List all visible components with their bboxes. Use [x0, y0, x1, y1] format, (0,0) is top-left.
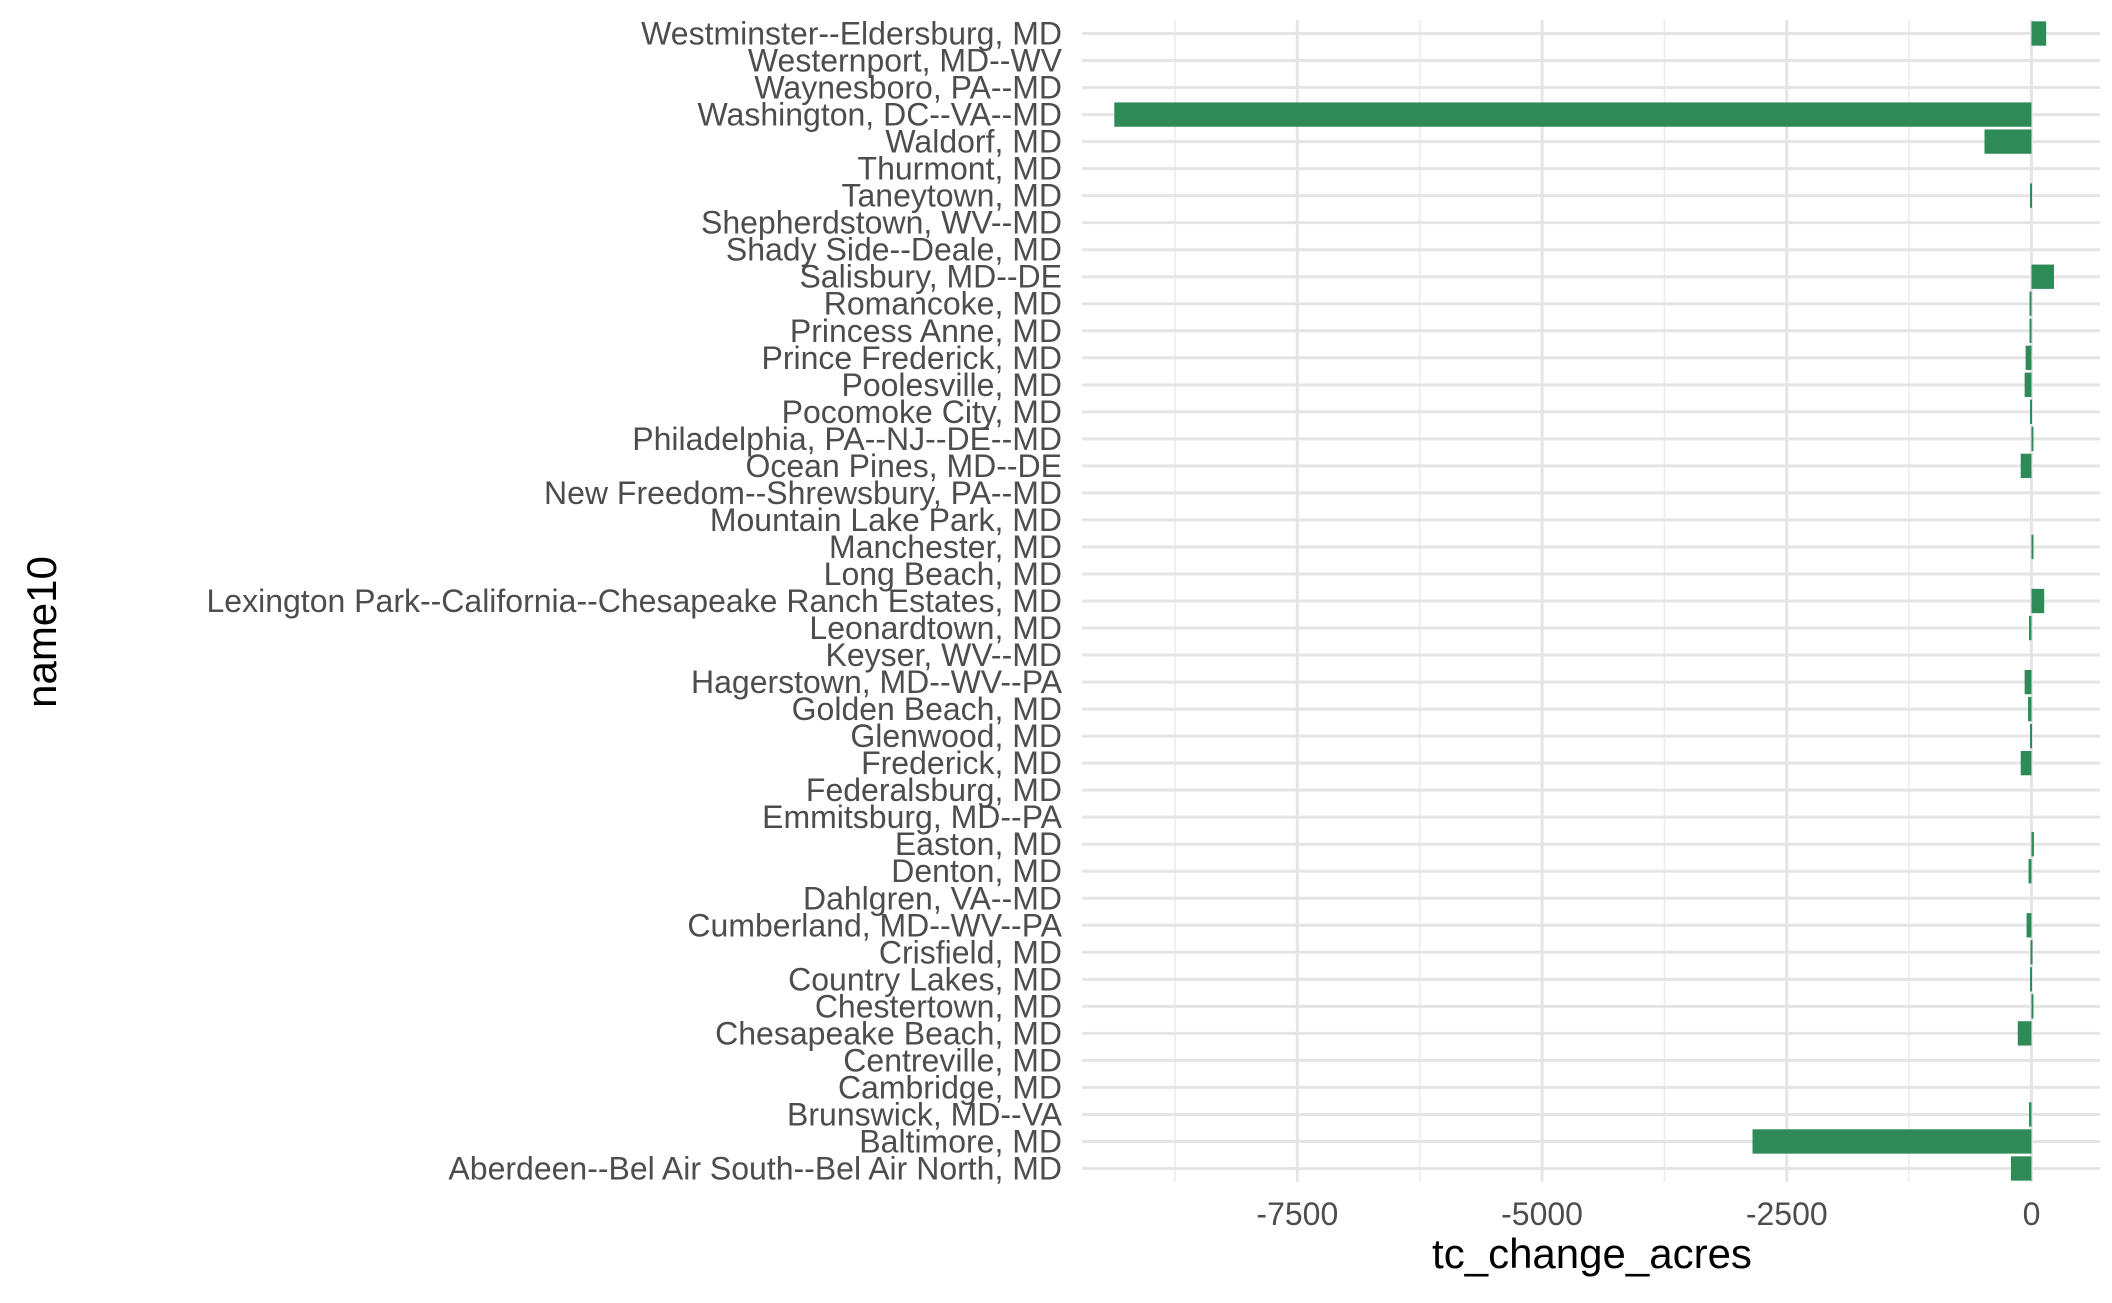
y-tick-label: Westminster--Eldersburg, MD [641, 16, 1062, 52]
y-tick-label: Cambridge, MD [838, 1069, 1062, 1105]
y-tick-label: Lexington Park--California--Chesapeake R… [207, 583, 1063, 619]
y-tick-label: Chestertown, MD [815, 988, 1062, 1024]
x-tick-label: 0 [2023, 1196, 2041, 1232]
y-tick-label: Frederick, MD [861, 745, 1062, 781]
y-tick-label: Keyser, WV--MD [826, 637, 1062, 673]
y-tick-label: Ocean Pines, MD--DE [745, 448, 1062, 484]
y-tick-label: Salisbury, MD--DE [799, 259, 1062, 295]
y-tick-label: Taneytown, MD [841, 178, 1062, 214]
bar-chestertown-md [2031, 994, 2034, 1019]
y-tick-label: Manchester, MD [829, 529, 1062, 565]
y-axis-title: name10 [18, 556, 65, 708]
bar-aberdeen-bel-air-south-bel-air-north-md [2010, 1156, 2032, 1181]
y-tick-label: Shepherdstown, WV--MD [701, 205, 1062, 241]
y-tick-label: Brunswick, MD--VA [787, 1096, 1063, 1132]
bar-chesapeake-beach-md [2017, 1021, 2032, 1046]
y-tick-label: Crisfield, MD [879, 934, 1062, 970]
bar-easton-md [2031, 832, 2034, 857]
y-tick-label: Dahlgren, VA--MD [803, 880, 1062, 916]
bar-salisbury-md-de [2031, 264, 2054, 289]
bar-leonardtown-md [2029, 615, 2032, 641]
x-tick-label: -5000 [1501, 1196, 1583, 1232]
y-tick-label: Emmitsburg, MD--PA [762, 799, 1063, 835]
y-tick-label: Thurmont, MD [858, 151, 1062, 187]
y-tick-label: Poolesville, MD [841, 367, 1062, 403]
y-tick-label: Long Beach, MD [824, 556, 1062, 592]
y-tick-label: Prince Frederick, MD [762, 340, 1063, 376]
bar-westminster-eldersburg-md [2031, 21, 2047, 46]
bar-prince-frederick-md [2025, 345, 2032, 370]
y-tick-label: Philadelphia, PA--NJ--DE--MD [632, 421, 1062, 457]
y-tick-label: Shady Side--Deale, MD [726, 232, 1062, 268]
bar-pocomoke-city-md [2030, 399, 2033, 424]
bar-frederick-md [2020, 750, 2032, 776]
y-tick-label: Princess Anne, MD [790, 313, 1062, 349]
bar-brunswick-md-va [2029, 1102, 2032, 1127]
grid-layer [1082, 20, 2100, 1182]
y-tick-label: Leonardtown, MD [809, 610, 1062, 646]
y-tick-label: Golden Beach, MD [792, 691, 1062, 727]
bar-washington-dc-va-md [1114, 102, 2032, 127]
y-tick-label: Waldorf, MD [885, 124, 1062, 160]
bar-glenwood-md [2030, 723, 2033, 749]
y-tick-label: Westernport, MD--WV [748, 43, 1063, 79]
y-tick-label: Chesapeake Beach, MD [715, 1015, 1062, 1051]
bar-country-lakes-md [2030, 967, 2033, 992]
y-tick-label: Easton, MD [895, 826, 1062, 862]
bar-layer [1114, 21, 2054, 1181]
bar-cumberland-md-wv-pa [2026, 913, 2032, 938]
bar-golden-beach-md [2028, 696, 2032, 722]
y-tick-label: Hagerstown, MD--WV--PA [691, 664, 1063, 700]
y-tick-label: Mountain Lake Park, MD [710, 502, 1062, 538]
y-tick-label: Centreville, MD [843, 1042, 1062, 1078]
bar-crisfield-md [2030, 940, 2033, 965]
bar-princess-anne-md [2029, 318, 2032, 343]
y-tick-label: Federalsburg, MD [806, 772, 1062, 808]
x-tick-labels: -7500 -5000 -2500 0 [1256, 1196, 2040, 1232]
y-tick-label: Baltimore, MD [859, 1123, 1062, 1159]
y-tick-label: Aberdeen--Bel Air South--Bel Air North, … [448, 1150, 1062, 1186]
x-axis-title: tc_change_acres [1432, 1230, 1752, 1277]
bar-taneytown-md [2030, 183, 2033, 208]
y-tick-label: New Freedom--Shrewsbury, PA--MD [544, 475, 1062, 511]
bar-waldorf-md [1984, 129, 2032, 154]
x-tick-label: -2500 [1746, 1196, 1828, 1232]
bar-poolesville-md [2024, 372, 2032, 397]
y-tick-label: Romancoke, MD [824, 286, 1062, 322]
bar-romancoke-md [2029, 291, 2032, 316]
bar-denton-md [2028, 859, 2032, 884]
bar-philadelphia-pa-nj-de-md [2031, 426, 2034, 452]
bar-baltimore-md [1752, 1129, 2032, 1154]
y-tick-label: Glenwood, MD [850, 718, 1062, 754]
bar-manchester-md [2031, 534, 2034, 560]
y-tick-label: Pocomoke City, MD [782, 394, 1062, 430]
y-tick-label: Denton, MD [891, 853, 1062, 889]
y-tick-label: Waynesboro, PA--MD [754, 70, 1062, 106]
y-tick-labels: Aberdeen--Bel Air South--Bel Air North, … [207, 16, 1063, 1187]
y-tick-label: Country Lakes, MD [788, 961, 1062, 997]
bar-ocean-pines-md-de [2020, 453, 2032, 479]
bar-hagerstown-md-wv-pa [2024, 669, 2032, 695]
x-tick-label: -7500 [1256, 1196, 1338, 1232]
bar-lexington-park-california-chesapeake-ranch-estates-md [2031, 588, 2045, 614]
y-tick-label: Cumberland, MD--WV--PA [687, 907, 1062, 943]
y-tick-label: Washington, DC--VA--MD [698, 97, 1063, 133]
